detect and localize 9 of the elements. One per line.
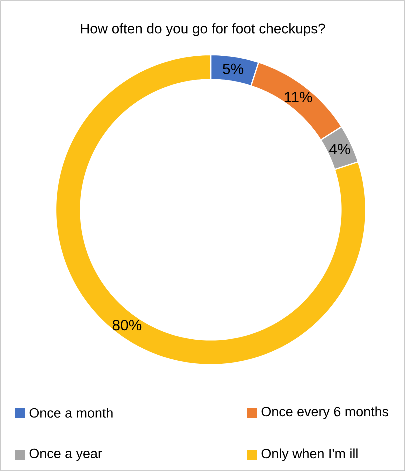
chart-title: How often do you go for foot checkups? bbox=[81, 23, 326, 36]
legend-label: Once a month bbox=[30, 408, 113, 418]
data-label: 11% bbox=[285, 92, 312, 103]
data-label: 80% bbox=[112, 320, 142, 331]
legend-label: Only when I'm ill bbox=[262, 448, 358, 462]
data-label: 5% bbox=[223, 64, 244, 74]
legend-label: Once a year bbox=[30, 448, 102, 462]
legend-label: Once every 6 months bbox=[262, 406, 389, 420]
data-label: 4% bbox=[330, 144, 350, 155]
